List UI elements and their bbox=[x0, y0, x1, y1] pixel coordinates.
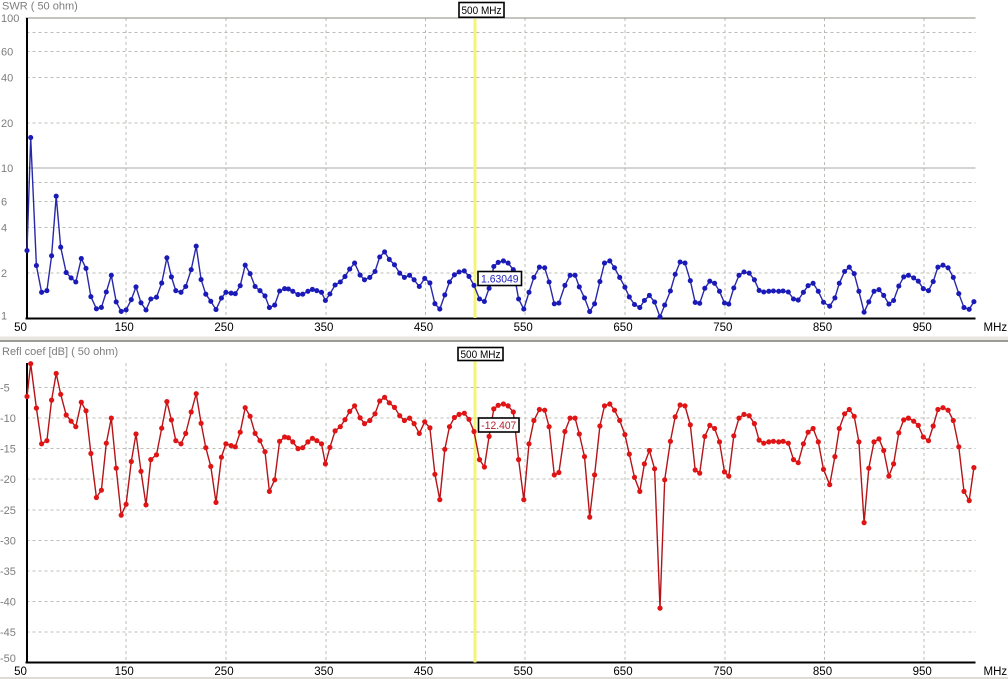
svg-text:40: 40 bbox=[1, 73, 13, 85]
svg-text:250: 250 bbox=[214, 322, 233, 334]
svg-text:6: 6 bbox=[1, 196, 7, 208]
svg-text:-25: -25 bbox=[0, 505, 16, 517]
svg-text:4: 4 bbox=[1, 223, 7, 235]
svg-text:750: 750 bbox=[713, 666, 732, 678]
svg-text:-40: -40 bbox=[0, 596, 16, 608]
svg-text:-30: -30 bbox=[0, 535, 16, 547]
svg-text:450: 450 bbox=[414, 322, 433, 334]
svg-text:250: 250 bbox=[214, 666, 233, 678]
svg-text:550: 550 bbox=[514, 666, 533, 678]
svg-text:Refl coef [dB] ( 50 ohm): Refl coef [dB] ( 50 ohm) bbox=[2, 346, 118, 358]
svg-text:-50: -50 bbox=[0, 653, 16, 665]
svg-text:MHz: MHz bbox=[984, 322, 1008, 334]
svg-text:750: 750 bbox=[713, 322, 732, 334]
svg-text:950: 950 bbox=[913, 322, 932, 334]
svg-text:1: 1 bbox=[1, 311, 7, 323]
svg-text:150: 150 bbox=[115, 322, 134, 334]
svg-text:60: 60 bbox=[1, 46, 13, 58]
svg-text:50: 50 bbox=[14, 322, 27, 334]
svg-text:MHz: MHz bbox=[984, 666, 1008, 678]
svg-text:350: 350 bbox=[314, 666, 333, 678]
svg-text:10: 10 bbox=[1, 163, 13, 175]
svg-text:850: 850 bbox=[813, 666, 832, 678]
svg-text:550: 550 bbox=[514, 322, 533, 334]
svg-text:-20: -20 bbox=[0, 474, 16, 486]
svg-text:650: 650 bbox=[613, 322, 632, 334]
svg-text:-12.407: -12.407 bbox=[481, 420, 516, 432]
svg-text:-10: -10 bbox=[0, 413, 16, 425]
svg-text:100: 100 bbox=[1, 13, 19, 25]
svg-text:-35: -35 bbox=[0, 566, 16, 578]
svg-text:500 MHz: 500 MHz bbox=[462, 5, 502, 17]
svg-text:500 MHz: 500 MHz bbox=[461, 349, 501, 361]
svg-text:650: 650 bbox=[613, 666, 632, 678]
svg-text:450: 450 bbox=[414, 666, 433, 678]
svg-text:1.63049: 1.63049 bbox=[481, 274, 519, 286]
svg-text:850: 850 bbox=[813, 322, 832, 334]
svg-text:2: 2 bbox=[1, 268, 7, 280]
svg-text:SWR ( 50 ohm): SWR ( 50 ohm) bbox=[2, 1, 78, 13]
svg-text:-15: -15 bbox=[0, 444, 16, 456]
svg-text:50: 50 bbox=[14, 666, 27, 678]
svg-text:950: 950 bbox=[913, 666, 932, 678]
svg-text:150: 150 bbox=[115, 666, 134, 678]
svg-text:-5: -5 bbox=[0, 383, 10, 395]
svg-text:-45: -45 bbox=[0, 627, 16, 639]
svg-text:350: 350 bbox=[314, 322, 333, 334]
svg-text:20: 20 bbox=[1, 118, 13, 130]
